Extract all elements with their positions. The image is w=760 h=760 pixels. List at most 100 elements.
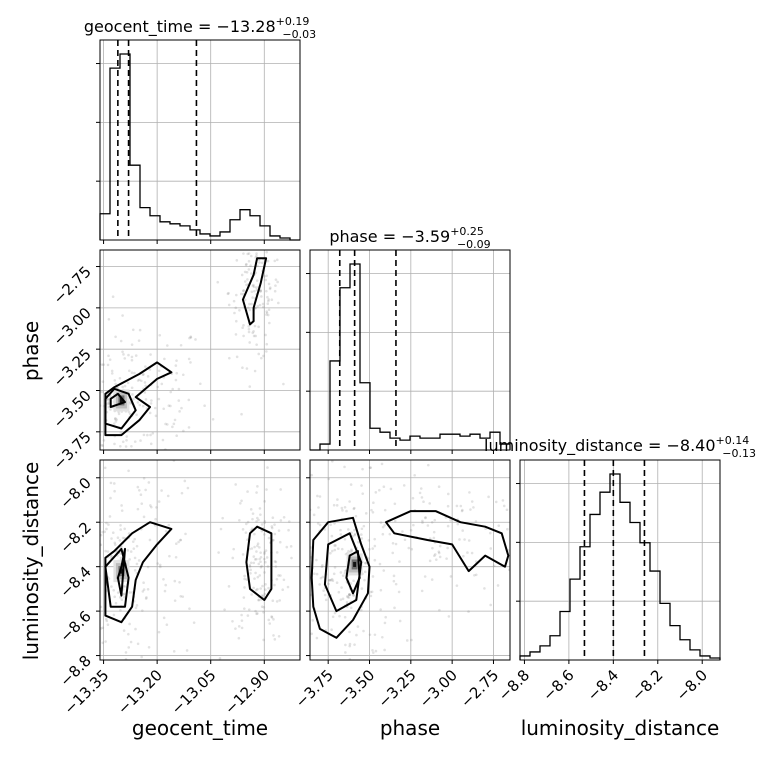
y-tick-label-phase: −3.25 xyxy=(50,345,95,390)
scatter-point xyxy=(243,607,246,610)
scatter-point xyxy=(384,615,387,619)
scatter-point xyxy=(383,508,387,512)
scatter-point xyxy=(250,547,254,550)
scatter-point xyxy=(264,333,267,337)
scatter-point xyxy=(265,250,268,254)
hist-panel-luminosity-distance xyxy=(516,459,721,664)
scatter-point xyxy=(109,395,112,398)
scatter-point xyxy=(287,538,290,541)
scatter-point xyxy=(410,547,414,551)
scatter-point xyxy=(305,636,308,639)
scatter-point xyxy=(257,245,260,248)
scatter-point xyxy=(142,373,145,376)
scatter-point xyxy=(437,550,441,553)
xlabel-geocent-time: geocent_time xyxy=(132,716,268,740)
scatter-point xyxy=(165,623,169,627)
scatter-point xyxy=(234,236,237,239)
scatter-point xyxy=(136,642,140,646)
scatter-point xyxy=(282,515,286,519)
scatter-point xyxy=(241,326,244,329)
scatter-point xyxy=(349,582,353,585)
scatter-point xyxy=(136,507,140,511)
scatter-point xyxy=(373,537,377,541)
scatter-point xyxy=(257,205,260,208)
scatter-point xyxy=(124,500,127,503)
scatter-point xyxy=(277,634,281,638)
scatter-point xyxy=(255,254,258,257)
scatter-point xyxy=(120,545,123,548)
scatter-point xyxy=(232,299,236,303)
scatter-point xyxy=(433,554,436,558)
scatter-point xyxy=(264,583,267,586)
scatter-point xyxy=(392,579,396,583)
scatter-point xyxy=(265,313,268,316)
scatter-point xyxy=(248,171,251,174)
scatter-point xyxy=(255,612,258,616)
scatter-point xyxy=(91,449,94,452)
scatter-point xyxy=(310,473,314,477)
scatter-point xyxy=(133,556,137,560)
scatter-point xyxy=(282,382,285,386)
scatter-point xyxy=(270,525,274,528)
scatter-point xyxy=(241,553,245,556)
scatter-point xyxy=(266,259,270,263)
scatter-point xyxy=(106,623,110,627)
scatter-point xyxy=(175,359,178,362)
scatter-point xyxy=(459,504,463,508)
scatter-point xyxy=(243,586,246,589)
scatter-point xyxy=(542,543,545,546)
scatter-point xyxy=(103,530,107,534)
scatter-point xyxy=(248,237,251,240)
scatter-point xyxy=(89,405,92,408)
scatter-point xyxy=(154,414,158,418)
scatter-point xyxy=(264,278,268,282)
scatter-point xyxy=(437,485,441,489)
y-tick-label-luminosity-distance: −8.6 xyxy=(56,607,94,645)
scatter-point xyxy=(271,599,275,603)
scatter-point xyxy=(149,442,153,446)
scatter-point xyxy=(473,573,476,577)
scatter-point xyxy=(146,565,150,569)
scatter-point xyxy=(252,561,256,565)
scatter-point xyxy=(163,357,166,361)
scatter-point xyxy=(268,321,271,325)
scatter-point xyxy=(122,593,125,596)
y-tick-label-phase: −3.50 xyxy=(50,387,95,432)
scatter-point xyxy=(333,548,337,552)
scatter-point xyxy=(438,608,441,612)
contour-line xyxy=(345,550,361,595)
scatter-point xyxy=(141,373,145,376)
x-tick-label-phase: −2.75 xyxy=(457,666,502,711)
scatter-point xyxy=(379,588,383,592)
scatter-point xyxy=(101,380,105,383)
scatter-point xyxy=(496,584,500,587)
scatter-point xyxy=(630,572,633,575)
scatter-point xyxy=(310,546,313,549)
scatter-point xyxy=(287,520,291,523)
scatter-point xyxy=(144,365,147,368)
scatter-point xyxy=(470,551,474,555)
scatter-point xyxy=(181,595,185,598)
scatter-point xyxy=(258,507,262,510)
scatter-point xyxy=(360,533,363,536)
xlabel-luminosity-distance: luminosity_distance xyxy=(521,716,720,740)
scatter-point xyxy=(249,568,252,572)
scatter-point xyxy=(422,500,425,504)
scatter-point xyxy=(324,598,328,602)
scatter-point xyxy=(430,578,434,581)
scatter-point xyxy=(126,381,130,385)
scatter-point xyxy=(263,550,266,554)
scatter-point xyxy=(403,538,407,542)
scatter-point xyxy=(107,402,110,405)
scatter-point xyxy=(253,245,256,248)
scatter-point xyxy=(127,469,130,473)
scatter-point xyxy=(261,594,265,598)
scatter-point xyxy=(321,575,325,579)
scatter-point xyxy=(534,502,537,505)
scatter-point xyxy=(254,306,257,310)
scatter-point xyxy=(273,523,276,526)
scatter-point xyxy=(63,605,66,608)
scatter-point xyxy=(115,418,118,421)
scatter-point xyxy=(122,470,125,473)
scatter-point xyxy=(102,439,106,442)
